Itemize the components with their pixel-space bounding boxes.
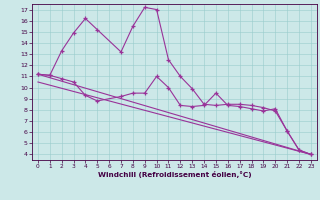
X-axis label: Windchill (Refroidissement éolien,°C): Windchill (Refroidissement éolien,°C): [98, 171, 251, 178]
